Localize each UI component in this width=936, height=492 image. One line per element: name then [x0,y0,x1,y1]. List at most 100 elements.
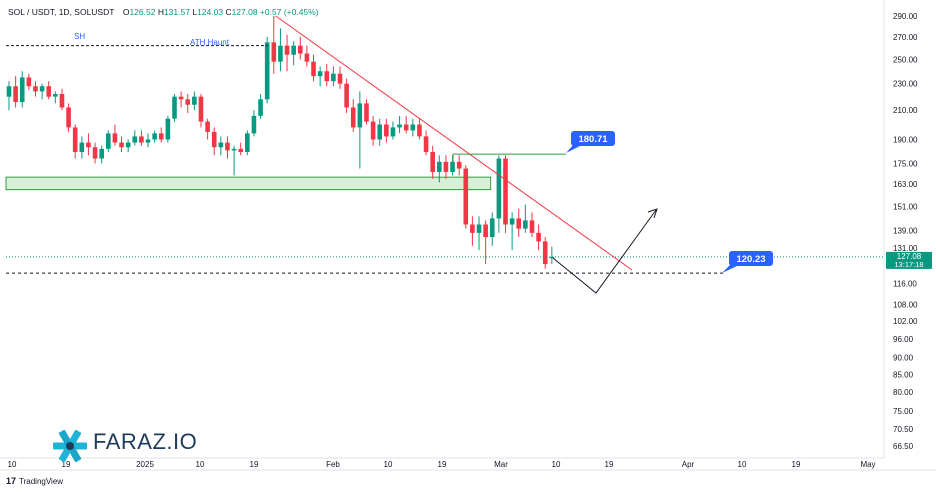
time-axis: 10 19 2025 10 19 Feb 10 19 Mar 10 19 Apr 10 19 May [8,460,876,469]
candle [218,136,224,156]
candle [456,155,462,176]
candle-body [225,142,230,151]
price-tick-label: 80.00 [893,388,914,397]
candle [476,216,482,251]
high-label: H [157,7,164,17]
candle [430,145,435,179]
candle [59,88,65,111]
candle-body [509,218,515,225]
logo-center [66,442,74,450]
demand-zone-rect [5,176,492,191]
high-target-callout-bg [571,131,615,146]
candle [423,130,429,156]
candle-body [357,103,363,128]
ath-haunt-label: ATH Haunt [190,38,230,47]
candle [112,124,118,146]
candle-body [231,148,237,151]
candle-body [152,133,157,140]
candle-body [324,71,330,82]
candle-body [384,124,389,137]
tradingview-logo-icon: 17 [6,476,17,486]
close-value: 127.08 [231,7,258,17]
faraz-logo-text: FARAZ.IO [93,429,198,454]
candle [304,45,310,67]
candle-body [470,224,475,233]
candle [549,246,555,264]
last-price-tag-value: 127.08 [897,252,922,261]
candle [536,224,541,251]
candle [297,36,303,60]
candle-body [6,86,12,97]
candle [152,130,157,143]
candle [13,76,18,108]
candle [324,64,330,87]
candle-body [337,73,343,84]
candle-body [125,142,131,148]
price-tick-label: 102.00 [893,317,918,326]
time-tick-label: Feb [326,460,340,469]
candle-body [529,220,535,233]
candle [403,115,409,134]
candle-body [331,73,336,82]
candle-body [317,71,323,77]
candle-body [430,152,435,172]
candle-body [145,139,151,143]
time-tick-label: 10 [196,460,205,469]
time-tick-label: 19 [792,460,801,469]
candle [291,41,296,66]
candle-body [211,131,217,148]
candle [542,237,548,269]
candle [364,99,369,125]
high-value: 131.57 [163,7,190,17]
close-label: C [225,7,232,17]
candle [172,94,177,122]
candle-body [437,161,442,172]
faraz-logo-icon [53,429,87,463]
candle-body [423,136,429,153]
price-tick-label: 85.00 [893,370,914,379]
candle-body [304,53,310,62]
candle-body [523,220,528,229]
candle [106,130,111,153]
price-tick-label: 210.00 [893,106,918,115]
candle [529,212,535,238]
candle [238,142,243,156]
candle [46,81,52,100]
price-tick-label: 270.00 [893,33,918,42]
candle-body [198,96,204,122]
candle-body [503,158,508,225]
candle [523,204,528,233]
candle [377,118,383,146]
candle-body [185,99,191,105]
candle-body [86,142,91,148]
time-tick-label: 10 [8,460,17,469]
candle [251,110,257,137]
candle-body [370,121,376,140]
candle [417,118,422,140]
candle-body [450,161,455,172]
time-tick-label: 19 [250,460,259,469]
candle [132,130,138,146]
candle-body [178,96,184,100]
tradingview-credit[interactable]: 17 TradingView [6,476,63,486]
candle [503,155,508,233]
candle [86,133,91,156]
candle [258,94,263,119]
candle-body [350,107,356,128]
candle-body [284,45,290,55]
open-label: O [122,7,130,17]
projection-arrowhead [647,208,658,219]
candle [192,91,197,111]
candle-body [46,86,52,97]
low-value: 124.03 [197,7,224,17]
candle [178,91,184,108]
candle [79,136,85,159]
high-target-callout-text: 180.71 [578,134,608,145]
candle [39,83,45,100]
candle-body [66,107,71,128]
price-tick-label: 139.00 [893,227,918,236]
drawings [6,15,884,294]
price-tick-label: 175.00 [893,159,918,168]
time-tick-label: 10 [384,460,393,469]
